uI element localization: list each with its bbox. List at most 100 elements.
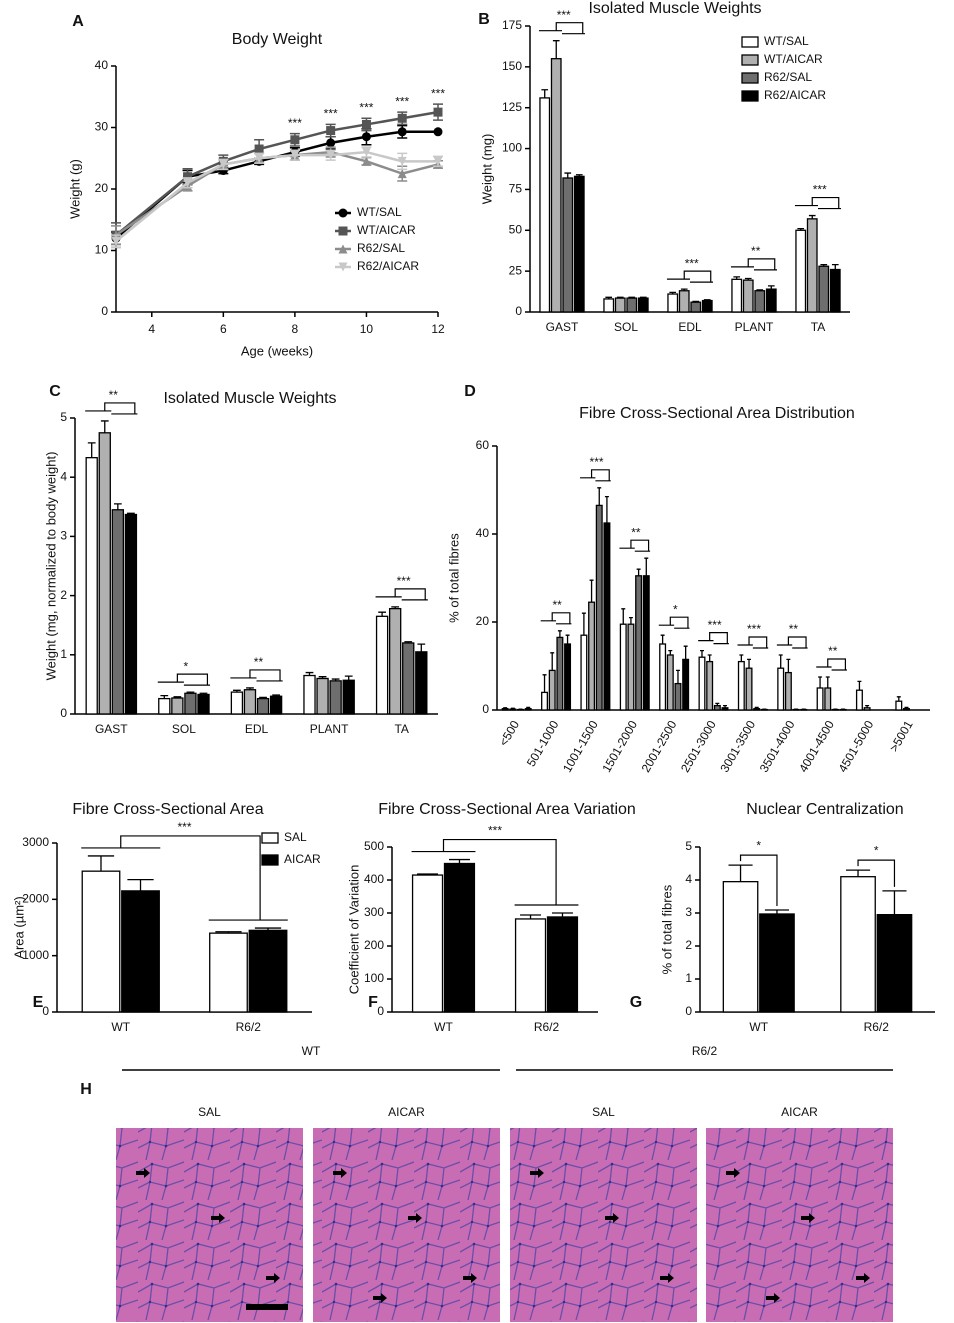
- error-bar: [417, 873, 439, 876]
- bracket: [580, 469, 611, 482]
- y-tick-label: 10: [95, 243, 109, 257]
- y-tick-label: 100: [502, 141, 522, 155]
- error-bar: [87, 855, 115, 872]
- bar: [541, 691, 549, 711]
- panel-letter: C: [49, 383, 61, 400]
- marker: [218, 159, 228, 169]
- error-bar: [733, 276, 741, 280]
- bar: [706, 660, 714, 711]
- chart-title: Body Weight: [232, 31, 323, 48]
- marker: [290, 135, 300, 145]
- y-tick-label: 125: [502, 100, 522, 114]
- bar: [580, 634, 588, 711]
- error-bar: [820, 263, 828, 267]
- error-bar: [272, 694, 280, 697]
- bar: [595, 504, 603, 711]
- bar: [171, 697, 184, 715]
- error-bar: [391, 606, 400, 609]
- bar: [256, 697, 270, 715]
- marker: [290, 150, 300, 160]
- bar: [627, 623, 635, 711]
- error-bar: [503, 707, 508, 709]
- error-bar: [668, 649, 673, 655]
- bar: [777, 667, 785, 711]
- bar: [342, 679, 355, 715]
- bar: [666, 654, 674, 711]
- y-tick-label: 20: [476, 614, 490, 628]
- error-bar: [857, 680, 862, 691]
- bar: [415, 651, 428, 715]
- error-bar: [797, 228, 805, 231]
- y-axis-label: Area (µm²): [11, 896, 26, 958]
- bar: [678, 290, 690, 313]
- marker: [326, 138, 336, 148]
- significance: ***: [288, 116, 302, 130]
- chart-title: Isolated Muscle Weights: [163, 390, 336, 407]
- x-tick-label: 6: [220, 322, 227, 336]
- error-bar: [113, 503, 122, 510]
- x-tick-label: TA: [811, 320, 825, 334]
- scale-bar: [246, 1304, 288, 1310]
- chart-title: Fibre Cross-Sectional Area Distribution: [579, 405, 855, 422]
- significance: *: [756, 838, 761, 852]
- error-bar: [564, 172, 572, 178]
- x-axis-label: Age (weeks): [241, 343, 313, 358]
- x-tick-label: 4001-4500: [796, 718, 837, 775]
- error-bar: [707, 654, 712, 662]
- bar: [754, 290, 766, 313]
- error-bar: [160, 694, 169, 699]
- image-label: SAL: [198, 1105, 221, 1119]
- bar: [737, 660, 745, 711]
- bar: [539, 97, 551, 313]
- bracket: [698, 632, 729, 645]
- marker: [338, 244, 348, 254]
- x-tick-label: GAST: [95, 722, 128, 736]
- x-tick-label: 3001-3500: [717, 718, 758, 775]
- bar: [248, 929, 288, 1013]
- marker: [361, 119, 371, 129]
- marker: [254, 144, 264, 154]
- y-tick-label: 3: [685, 905, 692, 919]
- bracket: [375, 588, 428, 601]
- error-bar: [551, 912, 573, 917]
- histology-image: [510, 1128, 697, 1322]
- y-tick-label: 0: [60, 706, 67, 720]
- error-bar: [520, 914, 542, 919]
- marker: [433, 107, 443, 117]
- y-axis-label: Coefficient of Variation: [346, 865, 361, 995]
- x-tick-label: SOL: [614, 320, 638, 334]
- bracket: [737, 636, 769, 649]
- significance: ***: [813, 183, 827, 197]
- marker: [183, 172, 193, 182]
- error-bar: [904, 706, 909, 709]
- bar: [243, 689, 257, 715]
- significance: *: [184, 659, 189, 673]
- bar: [124, 513, 138, 715]
- error-bar: [305, 671, 314, 676]
- chart-title: Nuclear Centralization: [746, 801, 903, 818]
- panel-letter: H: [80, 1081, 92, 1098]
- legend-label: SAL: [284, 830, 307, 844]
- bracket: [816, 658, 847, 671]
- x-tick-label: 1501-2000: [599, 718, 640, 775]
- error-bar: [589, 579, 594, 603]
- error-bar: [378, 611, 386, 617]
- y-tick-label: 0: [101, 304, 108, 318]
- arrow: [801, 1213, 815, 1223]
- y-axis-label: Weight (mg): [479, 134, 494, 205]
- bar: [619, 623, 627, 711]
- arrow: [660, 1273, 674, 1283]
- significance: ***: [685, 256, 699, 270]
- bar: [524, 708, 532, 711]
- marker: [397, 169, 407, 179]
- bar: [698, 656, 706, 711]
- bar: [329, 680, 342, 715]
- bracket: [730, 258, 778, 271]
- bar: [197, 693, 210, 715]
- error-bar: [896, 696, 901, 702]
- y-tick-label: 1: [685, 971, 692, 985]
- panel-letter: D: [464, 383, 476, 400]
- significance: **: [254, 655, 264, 669]
- error-bar: [127, 878, 154, 891]
- bar: [840, 876, 876, 1013]
